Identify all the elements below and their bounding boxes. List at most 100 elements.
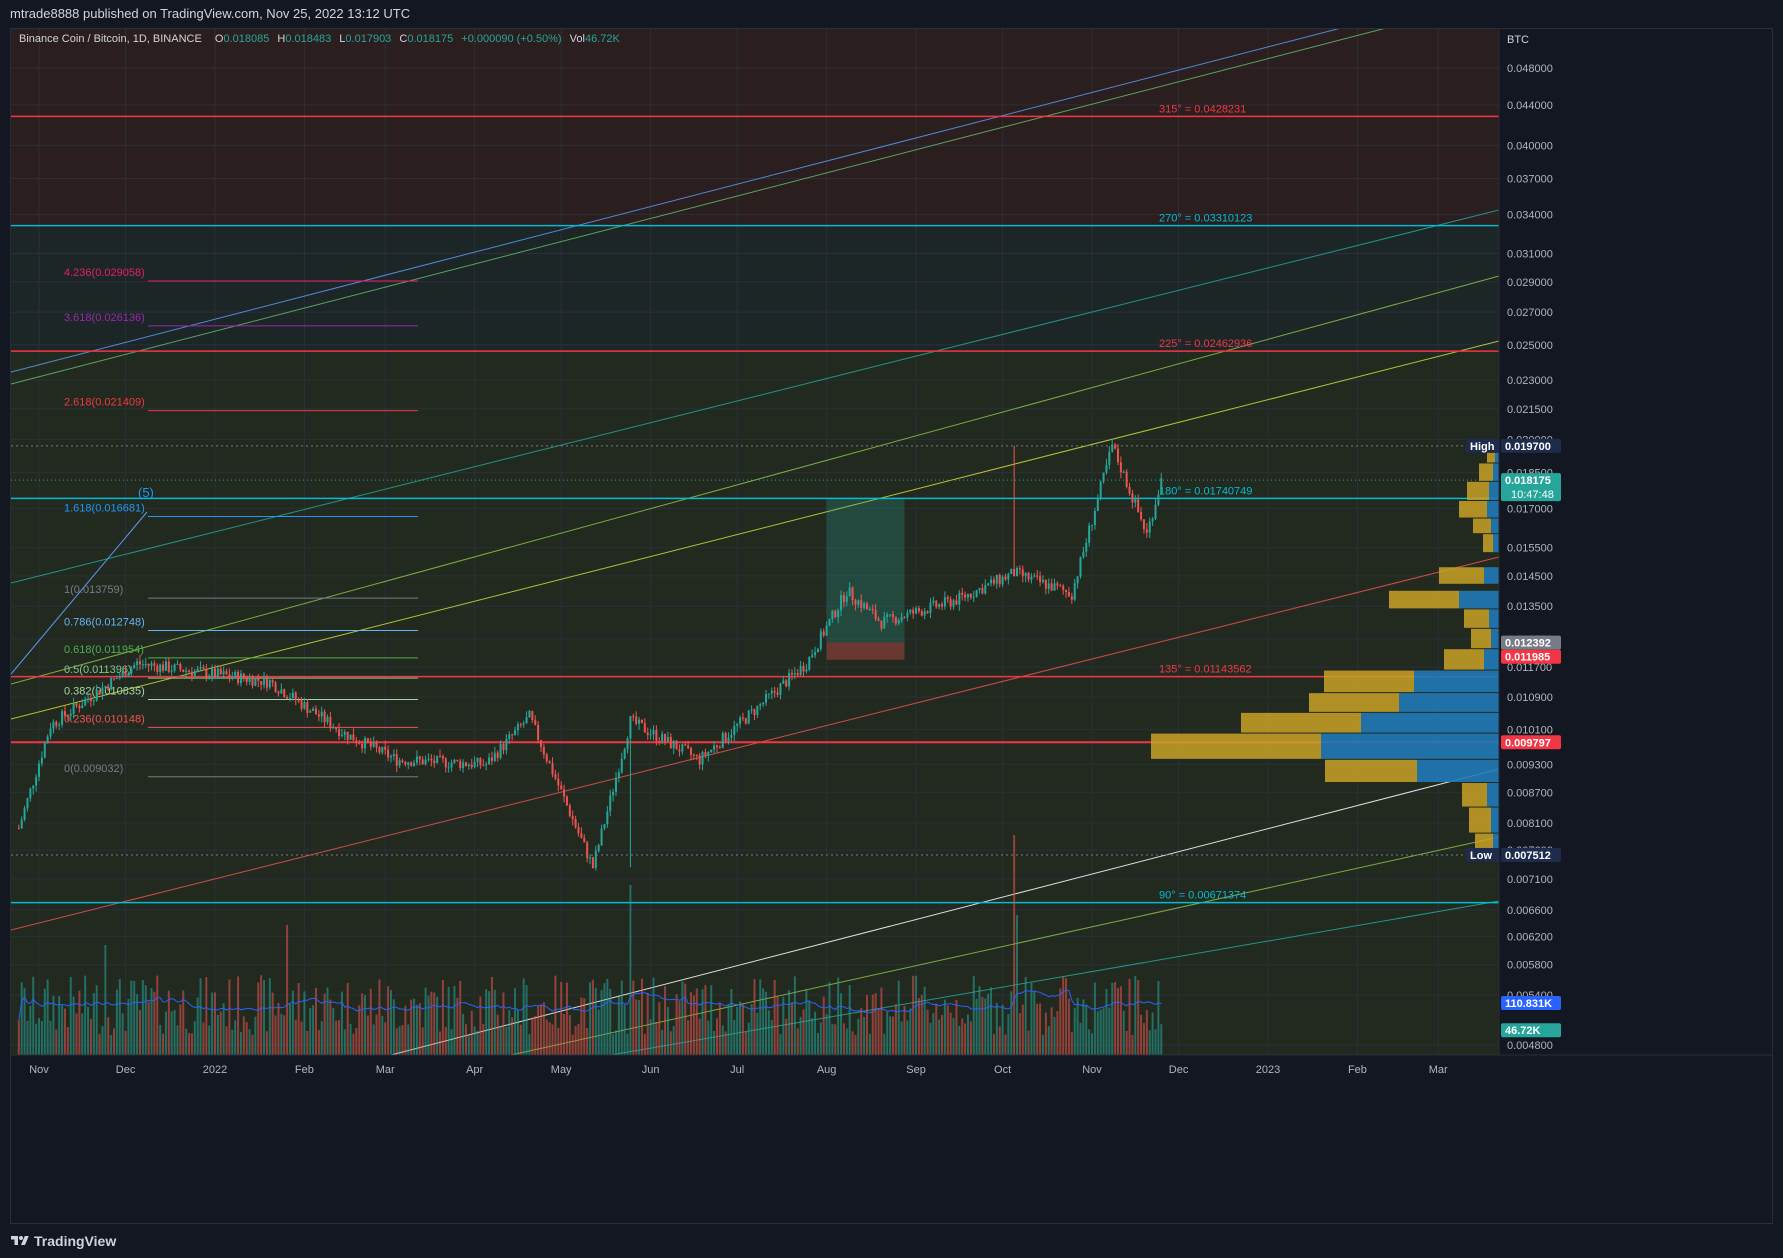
volume-bar	[467, 1034, 470, 1055]
volume-bar	[920, 994, 923, 1055]
volume-bar	[874, 993, 877, 1055]
volume-bar	[1125, 1030, 1128, 1055]
candle-body	[118, 676, 121, 679]
volume-bar	[1105, 988, 1108, 1055]
volume-bar	[176, 1025, 179, 1055]
volume-bar	[770, 1020, 773, 1055]
volume-bar	[326, 987, 329, 1055]
volume-bar	[906, 1020, 909, 1055]
candle-body	[202, 667, 205, 669]
level-a-tag-bg	[1501, 635, 1561, 650]
candle-body	[358, 742, 361, 745]
candle-body	[808, 656, 811, 670]
candle-body	[141, 664, 144, 666]
volume-bar	[1128, 978, 1131, 1055]
candle-body	[926, 611, 929, 614]
candle-body	[788, 672, 791, 687]
candle-body	[1050, 583, 1053, 591]
candle-body	[563, 789, 566, 797]
candle-body	[961, 592, 964, 595]
candle-body	[372, 742, 375, 747]
candle-body	[721, 732, 724, 748]
candle-body	[1114, 444, 1117, 449]
gann-level-label: 315° = 0.0428231	[1159, 103, 1246, 115]
candle-body	[479, 757, 482, 766]
candle-body	[646, 732, 649, 735]
price-tick-label: 0.015500	[1507, 543, 1553, 555]
candle-body	[260, 680, 263, 685]
tradingview-logo-icon	[11, 1236, 29, 1245]
candle-body	[490, 757, 493, 761]
candle-body	[695, 754, 698, 756]
volume-bar	[612, 1034, 615, 1055]
candle-body	[715, 745, 718, 748]
volume-bar	[309, 1007, 312, 1055]
candle-body	[427, 758, 430, 760]
candle-body	[531, 710, 534, 721]
volume-bar	[505, 1026, 508, 1055]
volume-bar	[681, 981, 684, 1055]
volume-bar	[840, 993, 843, 1055]
volume-bar	[788, 990, 791, 1055]
volume-bar	[822, 996, 825, 1055]
candle-body	[340, 734, 343, 736]
candle-body	[615, 777, 617, 792]
candle-body	[955, 600, 958, 605]
price-tick-label: 0.007100	[1507, 874, 1553, 886]
volume-bar	[456, 997, 459, 1055]
volume-bar	[767, 1010, 770, 1055]
candle-body	[384, 746, 387, 750]
candle-body	[196, 668, 199, 671]
volume-bar	[600, 989, 603, 1055]
volume-bar	[808, 1000, 811, 1055]
volume-bar	[548, 1022, 551, 1055]
volume-bar	[294, 1019, 297, 1055]
volume-bar	[626, 1033, 629, 1055]
volume-bar	[814, 1011, 817, 1055]
price-tick-label: 0.004800	[1507, 1040, 1553, 1052]
volume-bar	[958, 1025, 961, 1055]
volume-bar	[20, 982, 23, 1055]
volume-profile-bar	[1389, 590, 1459, 609]
candle-body	[727, 737, 730, 742]
candle-body	[1033, 575, 1036, 577]
chart-pane[interactable]: 315° = 0.0428231 270° = 0.03310123 225° = …	[10, 28, 1773, 1224]
volume-bar	[1085, 1005, 1088, 1055]
price-chart[interactable]: 315° = 0.0428231 270° = 0.03310123 225° = …	[11, 29, 1773, 1224]
volume-bar	[389, 989, 392, 1055]
close-value: 0.018175	[407, 33, 454, 45]
volume-bar	[655, 1021, 658, 1055]
open-value: 0.018085	[223, 33, 270, 45]
price-tick-label: 0.010100	[1507, 724, 1553, 736]
candle-body	[361, 744, 364, 749]
candle-body	[81, 705, 84, 709]
candle-body	[239, 673, 242, 684]
volume-bar	[78, 990, 81, 1055]
candle-body	[548, 761, 551, 764]
candle-body	[1142, 519, 1145, 530]
volume-bar	[72, 996, 75, 1055]
volume-bar	[854, 1034, 857, 1055]
candle-body	[966, 593, 969, 598]
volume-bar	[248, 1029, 251, 1055]
candle-body	[29, 788, 32, 799]
candle-body	[1088, 525, 1091, 543]
volume-bar	[664, 986, 667, 1055]
volume-bar	[692, 995, 695, 1055]
volume-bar	[439, 1031, 442, 1055]
candle-body	[398, 760, 401, 766]
volume-bar	[542, 1002, 545, 1055]
volume-bar	[638, 1000, 641, 1055]
candle-body	[288, 698, 291, 700]
volume-profile-bar	[1459, 590, 1499, 609]
volume-bar	[551, 1024, 554, 1055]
change-value: +0.000090 (+0.50%)	[461, 33, 562, 45]
candle-body	[312, 708, 315, 711]
volume-bar	[300, 1021, 303, 1055]
candle-body	[369, 742, 372, 747]
candle-body	[1001, 576, 1004, 585]
volume-bar	[188, 1033, 191, 1055]
fib-level-label: 4.236(0.029058)	[64, 267, 145, 279]
volume-profile-bar	[1399, 693, 1499, 712]
volume-bar	[372, 1024, 375, 1055]
